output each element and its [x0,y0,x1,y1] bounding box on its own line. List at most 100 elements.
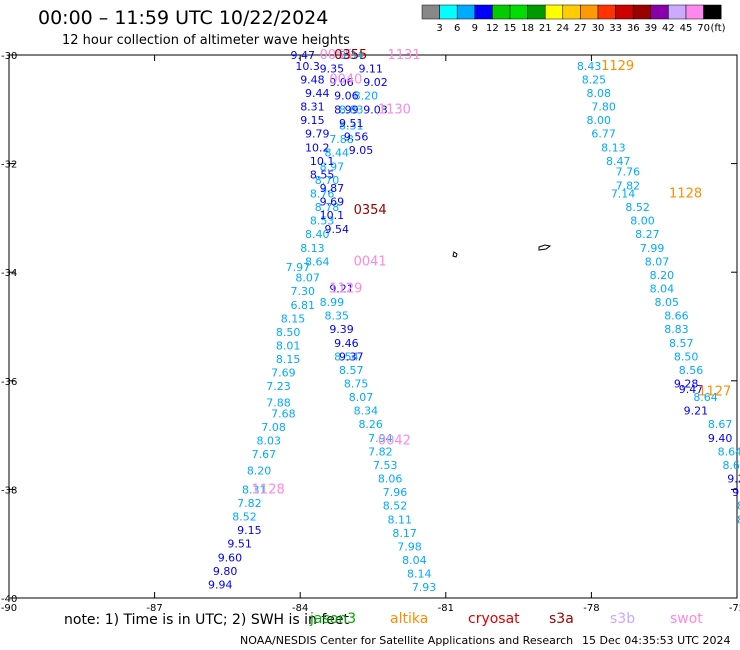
island-shape [452,251,458,258]
wave-height-label: 8.27 [635,228,660,241]
colorbar-swatch [685,4,704,20]
wave-height-label: 9.37 [339,350,364,363]
wave-height-label: 8.52 [625,201,650,214]
wave-height-label: 8.56 [679,364,704,377]
plot-frame [8,54,738,599]
axis-ticks: -90 -87 -84 -81 -78 -75 -30 -32 -34 -36 -38 -40 [1,51,740,614]
pass-time-label: 1130 [378,102,411,117]
wave-height-label: 7.82 [368,445,393,458]
colorbar-swatch [580,4,599,20]
wave-height-label: 7.82 [616,179,641,192]
wave-height-label: 9.44 [305,87,330,100]
wave-height-label: 9.46 [334,337,359,350]
mission-s3a: s3a [549,611,574,627]
pass-time-label: 0041 [354,254,387,269]
wave-height-label: 8.64 [305,255,330,268]
pass-time-label: 1131 [388,48,421,63]
wave-height-label: 9.11 [358,63,383,76]
wave-height-label: 8.75 [344,378,369,391]
wave-height-label: 8.04 [650,282,675,295]
wave-height-label: 7.76 [616,166,641,179]
wave-height-label: 7.67 [252,448,277,461]
mission-cryosat: cryosat [468,611,520,627]
wave-height-label: 8.13 [300,242,325,255]
wave-height-label: 8.57 [339,364,364,377]
colorbar-tick-label: 6 [454,23,460,34]
wave-height-label: 7.96 [383,486,408,499]
colorbar-swatch [474,4,493,20]
colorbar-swatch [544,4,564,20]
x-tick-label: -81 [438,603,454,614]
wave-height-label: 10.1 [320,209,345,222]
wave-height-label: 6.77 [591,128,616,141]
wave-height-label: 8.25 [582,73,607,86]
wave-height-label: 8.11 [388,513,413,526]
wave-height-label: 8.97 [320,160,345,173]
wave-height-label: 8.34 [354,405,379,418]
credit-line: NOAA/NESDIS Center for Satellite Applica… [240,634,574,647]
colorbar-swatch [668,4,687,20]
y-tick-label: -30 [1,51,17,62]
wave-height-label: 8.55 [310,168,335,181]
wave-height-label: 7.08 [261,421,286,434]
wave-height-label: 9.02 [363,76,388,89]
wave-height-label: 8.64 [718,445,740,458]
wave-height-label: 7.98 [397,540,422,553]
wave-height-label: 9.51 [339,117,364,130]
plot-area [8,54,738,599]
wave-height-label: 8.64 [693,391,718,404]
mission-s3b: s3b [610,611,636,627]
pass-time-label: 0040 [329,72,362,87]
wave-height-label: 10.3 [295,60,320,73]
wave-height-label: 8.04 [402,554,427,567]
y-tick-label: -36 [1,377,17,388]
wave-height-label: 10.2 [305,141,330,154]
wave-height-label: 10.1 [310,155,335,168]
wave-height-label: 9.15 [237,524,262,537]
wave-height-label: 8.47 [606,155,631,168]
wave-height-label: 8.40 [305,228,330,241]
x-tick-label: -87 [146,603,162,614]
colorbar-tick-label: 42 [662,23,675,34]
wave-height-label: 9.51 [227,538,252,551]
colorbar-swatch [632,4,652,20]
wave-height-label: 8.85 [737,500,740,513]
wave-height-label: 8.76 [310,187,335,200]
wave-height-label: 8.83 [339,103,364,116]
wave-height-label: 7.53 [373,459,398,472]
colorbar-tick-label: 24 [556,23,569,34]
wave-height-label: 8.20 [247,464,272,477]
wave-height-label: 8.05 [654,296,679,309]
colorbar-swatch [509,4,528,20]
wave-height-label: 8.34 [339,49,364,62]
colorbar-tick-label: 45 [680,23,693,34]
y-tick-label: -34 [1,268,17,279]
wave-height-label: 8.31 [300,101,325,114]
wave-height-label: 8.44 [324,147,349,160]
wave-height-label: 9.39 [329,323,354,336]
colorbar-swatch [562,4,581,20]
wave-height-label: 8.08 [587,87,612,100]
wave-height-label: 8.78 [315,201,340,214]
pass-time-label: 1127 [698,385,731,400]
wave-height-label: 7.97 [286,261,311,274]
wave-height-label: 9.56 [344,130,369,143]
y-tick-label: -38 [1,485,17,496]
colorbar-swatch [597,4,616,20]
colorbar-swatch [615,4,634,20]
wave-height-label: 6.81 [290,299,315,312]
wave-height-label: 8.06 [378,473,403,486]
wave-height-label: 9.80 [213,565,238,578]
mission-swot: swot [670,611,703,627]
pass-time-label: 0355 [334,48,367,63]
colorbar-tick-label: 18 [521,23,534,34]
wave-height-label: 7.88 [266,397,291,410]
wave-height-label: 9.28 [674,378,699,391]
wave-height-label: 8.54 [334,350,359,363]
colorbar-tick-label: 70 [697,23,710,34]
wave-height-label: 8.60 [722,459,740,472]
wave-height-label: 9.54 [324,223,349,236]
wave-height-label: 8.00 [630,215,655,228]
wave-height-label: 8.50 [674,350,699,363]
